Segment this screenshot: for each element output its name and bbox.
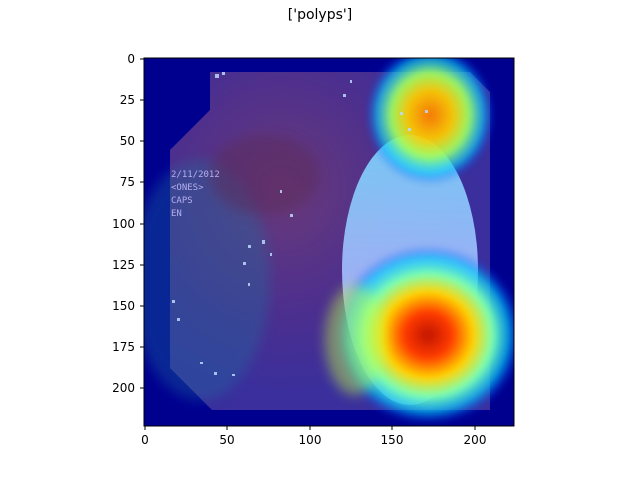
overlay-line-2: <ONES> bbox=[171, 183, 204, 193]
overlay-date: 2/11/2012 bbox=[171, 170, 220, 180]
heat-hotspot-bottom bbox=[333, 245, 514, 425]
lumen-shadow bbox=[210, 135, 320, 215]
left-tint bbox=[144, 160, 270, 400]
endoscope-overlay-text: 2/11/2012 <ONES> CAPS EN bbox=[171, 170, 220, 219]
x-tick-label: 100 bbox=[299, 433, 322, 447]
x-tick-label: 0 bbox=[141, 433, 149, 447]
y-tick-label: 50 bbox=[120, 134, 135, 148]
y-axis: 0 25 50 75 100 125 150 175 200 bbox=[112, 52, 144, 395]
y-tick-label: 100 bbox=[112, 217, 135, 231]
overlay-line-4: EN bbox=[171, 209, 182, 219]
y-tick-label: 175 bbox=[112, 340, 135, 354]
axes-frame bbox=[143, 57, 515, 427]
y-tick-label: 125 bbox=[112, 258, 135, 272]
x-axis: 0 50 100 150 200 bbox=[141, 426, 486, 447]
y-tick-label: 0 bbox=[127, 52, 135, 66]
x-tick-label: 150 bbox=[381, 433, 404, 447]
y-tick-label: 200 bbox=[112, 381, 135, 395]
y-tick-label: 75 bbox=[120, 175, 135, 189]
heat-hotspot-top bbox=[365, 58, 495, 185]
y-tick-label: 25 bbox=[120, 93, 135, 107]
figure-title: ['polyps'] bbox=[287, 7, 353, 23]
specular-highlights bbox=[172, 72, 428, 376]
x-tick-label: 200 bbox=[464, 433, 487, 447]
y-tick-label: 150 bbox=[112, 299, 135, 313]
x-tick-label: 50 bbox=[219, 433, 234, 447]
overlay-line-3: CAPS bbox=[171, 196, 193, 206]
heat-halo-left bbox=[325, 285, 385, 395]
heatmap-image: 2/11/2012 <ONES> CAPS EN bbox=[144, 58, 514, 426]
